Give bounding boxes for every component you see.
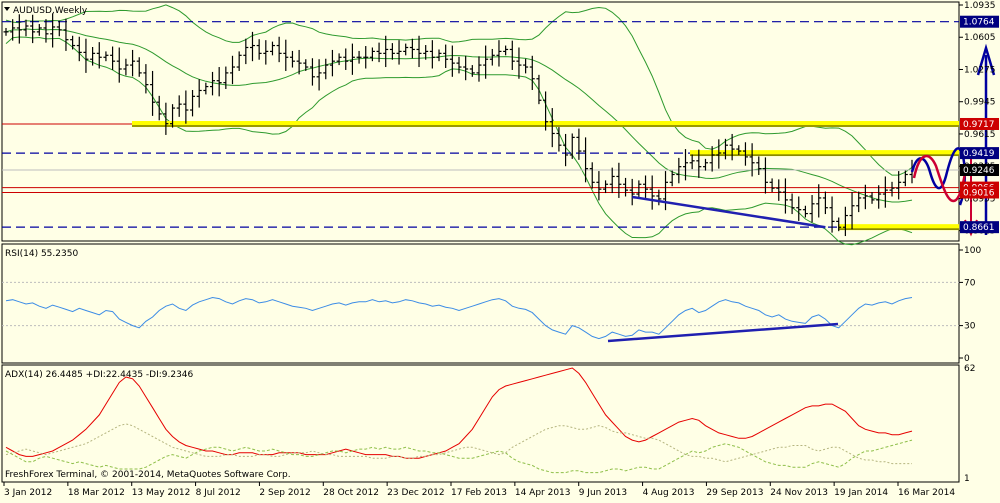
price-axis-label: 0.9945 (964, 98, 996, 108)
time-axis-label: 17 Feb 2013 (451, 488, 507, 498)
copyright-text: FreshForex Terminal, © 2001-2014, MetaQu… (5, 470, 291, 480)
level-flag (960, 15, 999, 28)
level-flag (960, 186, 999, 199)
adx-axis-label: 62 (964, 364, 975, 374)
bollinger-upper-line (5, 4, 913, 176)
rsi-axis-label: 0 (964, 354, 970, 364)
price-axis-label: 1.0935 (964, 1, 996, 11)
level-flag-label: 0.8661 (963, 223, 995, 233)
time-axis-label: 13 May 2012 (132, 488, 191, 498)
time-axis-label: 29 Sep 2013 (706, 488, 763, 498)
rsi-divergence-trendline (607, 322, 839, 343)
level-flag-label: 0.9246 (963, 166, 995, 176)
adx-series-di (5, 439, 913, 474)
price-axis-label: 0.8955 (964, 194, 996, 204)
arrow-up-icon (976, 43, 996, 76)
time-axis-label: 24 Nov 2013 (770, 488, 828, 498)
price-title: AUDUSD,Weekly (13, 6, 88, 16)
adx-axis-label: 1 (964, 474, 970, 484)
level-flag-label: 1.0764 (963, 18, 995, 28)
time-axis-label: 19 Jan 2014 (834, 488, 888, 498)
rsi-axis-label: 100 (964, 246, 981, 256)
price-axis-label: 1.0275 (964, 65, 996, 75)
time-axis-label: 2 Sep 2012 (259, 488, 310, 498)
price-axis-label: 0.9615 (964, 130, 996, 140)
time-axis-label: 3 Jan 2012 (4, 488, 52, 498)
time-axis-label: 14 Apr 2013 (515, 488, 571, 498)
price-axis-label: 1.0605 (964, 33, 996, 43)
time-axis-label: 9 Jun 2013 (579, 488, 627, 498)
support-band (690, 150, 959, 157)
rsi-axis-label: 70 (964, 278, 976, 288)
time-axis-label: 16 Mar 2014 (898, 488, 955, 498)
rsi-title: RSI(14) 55.2350 (5, 249, 78, 259)
support-band (838, 224, 959, 231)
adx-series-adx (5, 367, 913, 459)
level-flag-label: 0.9717 (963, 120, 995, 130)
adx-title: ADX(14) 26.4485 +DI:22.4435 -DI:9.2346 (5, 370, 194, 380)
level-flag (960, 147, 999, 160)
level-flag (960, 117, 999, 130)
adx-panel-frame (1, 364, 960, 483)
level-flag (960, 164, 999, 177)
rsi-axis-label: 30 (964, 322, 976, 332)
chevron-down-icon[interactable] (4, 7, 10, 11)
rsi-line (5, 296, 913, 340)
level-flag (960, 221, 999, 234)
divergence-trendline (632, 195, 826, 229)
level-flag-label: 0.9016 (963, 188, 995, 198)
time-axis-label: 23 Dec 2012 (387, 488, 445, 498)
time-axis-label: 4 Aug 2013 (643, 488, 695, 498)
time-axis-label: 18 Mar 2012 (68, 488, 125, 498)
level-flag-label: 0.9419 (963, 149, 995, 159)
time-axis-label: 8 Jul 2012 (196, 488, 241, 498)
time-axis-label: 28 Oct 2012 (323, 488, 379, 498)
